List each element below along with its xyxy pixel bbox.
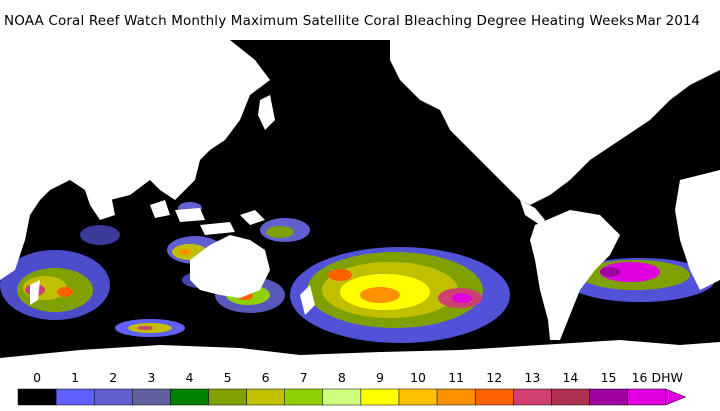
legend-overflow-arrow <box>665 388 687 406</box>
header: NOAA Coral Reef Watch Monthly Maximum Sa… <box>0 0 720 40</box>
legend-label: 2 <box>109 370 117 385</box>
legend-label: 3 <box>147 370 155 385</box>
legend-swatch <box>474 388 514 406</box>
world-map <box>0 40 720 365</box>
legend-swatch <box>93 388 133 406</box>
legend-swatch <box>322 388 362 406</box>
legend-label: 4 <box>185 370 193 385</box>
legend-swatch <box>132 388 171 406</box>
legend-label: 12 <box>486 370 502 385</box>
map-date: Mar 2014 <box>635 13 700 29</box>
legend-label: 14 <box>562 370 578 385</box>
legend-swatch <box>551 388 590 406</box>
legend-swatch <box>55 388 95 406</box>
legend-label: 8 <box>338 370 346 385</box>
legend-label: 10 <box>410 370 426 385</box>
legend-swatch <box>589 388 628 406</box>
legend-swatch <box>17 388 57 406</box>
legend-label: 7 <box>300 370 308 385</box>
legend-swatch <box>170 388 209 406</box>
legend-label: 5 <box>224 370 232 385</box>
legend-label: 9 <box>376 370 384 385</box>
legend-swatch <box>398 388 438 406</box>
legend-label: 13 <box>524 370 540 385</box>
legend-label: 1 <box>71 370 79 385</box>
dhw-legend: 0 1 2 3 4 5 6 7 8 9 10 11 12 13 14 15 16 DHW <box>0 365 720 411</box>
legend-swatch <box>360 388 400 406</box>
legend-label: 15 <box>601 370 617 385</box>
legend-swatch <box>513 388 552 406</box>
legend-swatch <box>627 388 666 406</box>
legend-label: 6 <box>262 370 270 385</box>
bleaching-heat-stress <box>0 202 715 361</box>
legend-label: 0 <box>33 370 41 385</box>
legend-swatch <box>208 388 247 406</box>
legend-swatch <box>284 388 324 406</box>
land <box>0 40 720 365</box>
legend-swatch <box>436 388 476 406</box>
legend-label: 16 DHW <box>632 370 683 385</box>
legend-label: 11 <box>448 370 464 385</box>
map-title: NOAA Coral Reef Watch Monthly Maximum Sa… <box>4 13 635 29</box>
legend-swatch <box>246 388 285 406</box>
